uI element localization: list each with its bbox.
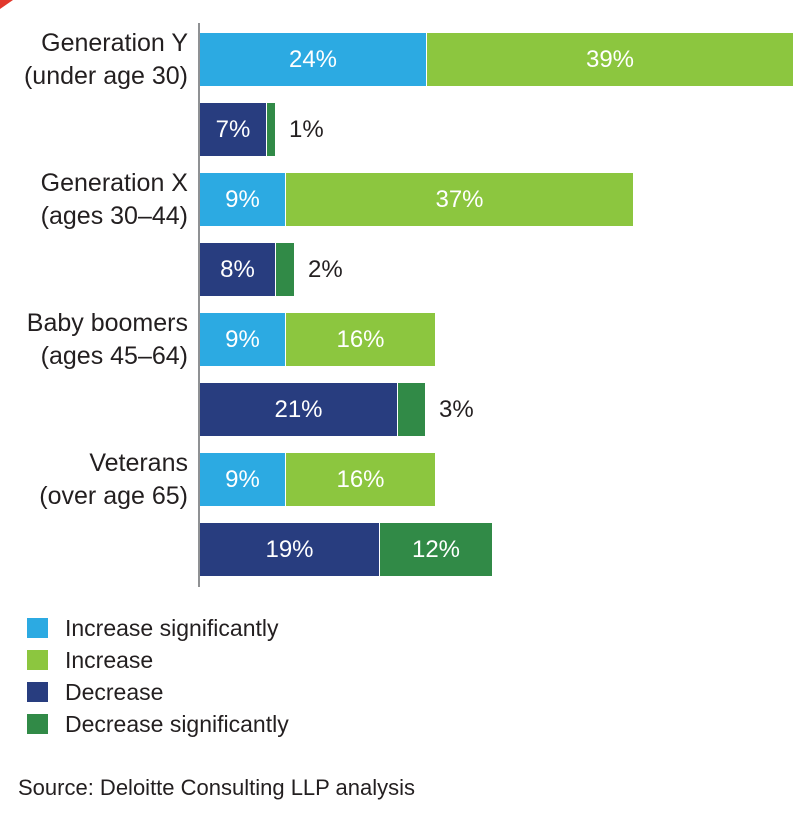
bar-segment: 8% [200,243,275,296]
legend-label: Increase significantly [65,614,279,641]
bar-segment: 19% [200,523,379,576]
decrease-bar: 7% 1% [200,103,324,156]
bar-value-label: 39% [585,45,635,73]
legend-item: Decrease [27,679,289,705]
bar-segment: 9% [200,313,285,366]
bar-value-label: 19% [265,535,314,563]
stacked-bar-chart: Generation Y (under age 30) 24% 39% 7% 1% Gene… [0,23,793,587]
increase-bar: 24% 39% [200,33,793,86]
bar-value-label: 9% [225,325,260,353]
category-label: Generation Y (under age 30) [0,29,188,90]
bar-segment: 12% [379,523,492,576]
category-label-line2: (ages 45–64) [40,341,188,370]
category-label-line2: (ages 30–44) [40,201,188,230]
bar-segment: 39% [426,33,793,86]
bar-segment [275,243,294,296]
bar-value-label: 37% [435,185,484,213]
category-label-line2: (over age 65) [39,481,188,510]
bar-segment: 21% [200,383,397,436]
bar-value-label: 8% [220,255,255,283]
category-label: Veterans (over age 65) [0,449,188,510]
legend-swatch [27,682,48,702]
category-label-line1: Generation Y [41,28,188,57]
bar-segment [266,103,275,156]
bar-segment: 37% [285,173,633,226]
legend-swatch [27,714,48,734]
increase-bar: 9% 16% [200,453,435,506]
legend-swatch [27,618,48,638]
increase-bar: 9% 16% [200,313,435,366]
legend-label: Decrease [65,678,164,705]
bar-value-label: 16% [336,325,385,353]
legend-label: Decrease significantly [65,710,289,737]
legend-swatch [27,650,48,670]
legend-item: Increase significantly [27,615,289,641]
bar-segment: 16% [285,313,435,366]
category-label-line1: Veterans [89,448,188,477]
bar-value-label-outside: 3% [439,395,474,423]
bar-value-label: 9% [225,185,260,213]
bar-segment [397,383,425,436]
decrease-bar: 8% 2% [200,243,343,296]
bar-value-label: 24% [288,45,338,73]
bar-segment: 9% [200,453,285,506]
legend-label: Increase [65,646,154,673]
corner-triangle-marker [0,0,13,9]
bar-segment: 7% [200,103,266,156]
bar-segment: 16% [285,453,435,506]
decrease-bar: 21% 3% [200,383,474,436]
bar-value-label-outside: 1% [289,115,324,143]
bar-value-label: 12% [411,535,461,563]
y-axis-line [198,23,200,587]
bar-value-label: 16% [336,465,385,493]
bar-value-label-outside: 2% [308,255,343,283]
bar-value-label: 21% [274,395,323,423]
increase-bar: 9% 37% [200,173,633,226]
bar-segment: 24% [200,33,426,86]
category-label-line2: (under age 30) [23,61,188,90]
decrease-bar: 19% 12% [200,523,492,576]
category-label-line1: Generation X [40,168,188,197]
chart-legend: Increase significantly Increase Decrease De… [27,615,289,737]
bar-value-label: 9% [225,465,260,493]
legend-item: Decrease significantly [27,711,289,737]
bar-value-label: 7% [215,115,251,143]
category-label: Generation X (ages 30–44) [0,169,188,230]
bar-segment: 9% [200,173,285,226]
category-label-line1: Baby boomers [26,308,188,337]
source-note: Source: Deloitte Consulting LLP analysis [18,775,416,800]
category-label: Baby boomers (ages 45–64) [0,309,188,370]
legend-item: Increase [27,647,289,673]
